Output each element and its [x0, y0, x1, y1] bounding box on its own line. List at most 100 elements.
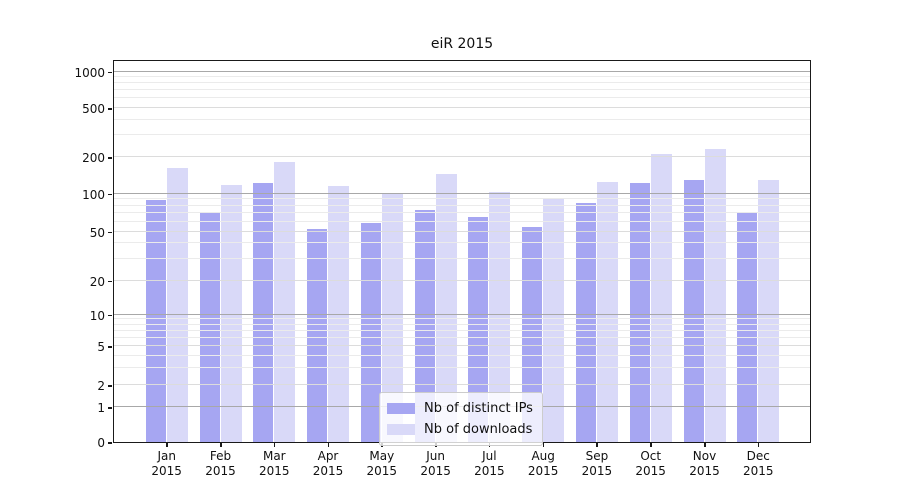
bar-downloads-may	[381, 192, 403, 442]
bar-downloads-oct	[650, 154, 672, 442]
y-tick-mark-100	[108, 193, 112, 195]
bar-distinct-ips-nov	[683, 180, 704, 442]
gridline-9	[114, 318, 810, 320]
x-tick-month: Apr	[317, 449, 339, 463]
y-tick-label-100: 100	[82, 187, 105, 202]
y-tick-mark-5	[108, 346, 112, 348]
x-tick-year: 2015	[743, 464, 774, 478]
gridline-7	[114, 329, 810, 331]
legend-item-downloads: Nb of downloads	[387, 419, 533, 440]
gridline-400	[114, 118, 810, 120]
bar-downloads-feb	[220, 184, 242, 442]
x-tick-year: 2015	[689, 464, 720, 478]
x-tick-label-jun: Jun 2015	[408, 449, 464, 479]
x-tick-mark-dec	[757, 443, 760, 447]
bar-distinct-ips-may	[360, 223, 381, 442]
x-tick-label-oct: Oct 2015	[623, 449, 679, 479]
x-tick-mark-oct	[650, 443, 652, 447]
gridline-70	[114, 212, 810, 214]
bar-distinct-ips-jul	[468, 217, 489, 442]
gridline-80	[114, 204, 810, 206]
y-tick-mark-0	[108, 442, 112, 444]
bar-downloads-jun	[435, 174, 457, 442]
gridline-5	[114, 345, 810, 346]
x-tick-month: May	[369, 449, 395, 463]
legend-label-downloads: Nb of downloads	[424, 422, 533, 437]
y-tick-mark-10	[108, 314, 112, 316]
gridline-4	[114, 354, 810, 356]
x-tick-mark-mar	[273, 443, 276, 447]
bar-distinct-ips-sep	[575, 203, 596, 442]
y-tick-label-500: 500	[82, 102, 105, 116]
x-tick-year: 2015	[366, 464, 398, 478]
y-tick-label-50: 50	[89, 225, 105, 240]
x-tick-month: Jan	[157, 449, 176, 463]
x-tick-month: Oct	[640, 449, 662, 463]
gridline-700	[114, 89, 810, 91]
x-tick-label-may: May 2015	[354, 449, 410, 479]
gridline-200	[114, 156, 810, 157]
gridline-100	[114, 192, 810, 194]
gridline-6	[114, 336, 810, 338]
x-tick-label-sep: Sep 2015	[569, 449, 625, 479]
y-tick-label-10: 10	[89, 308, 105, 323]
gridline-60	[114, 220, 810, 222]
bar-downloads-mar	[274, 162, 296, 442]
x-tick-mark-feb	[220, 443, 222, 447]
legend-item-distinct-ips: Nb of distinct IPs	[387, 398, 533, 419]
gridline-40	[114, 242, 810, 244]
y-tick-mark-2	[108, 385, 112, 387]
legend-swatch-downloads	[387, 424, 415, 435]
x-tick-year: 2015	[259, 464, 290, 478]
x-tick-month: Nov	[692, 449, 717, 463]
chart-title: eiR 2015	[430, 36, 494, 52]
x-tick-year: 2015	[205, 464, 236, 478]
y-tick-mark-50	[108, 231, 112, 233]
y-tick-label-1: 1	[97, 401, 105, 415]
gridline-50	[114, 230, 810, 232]
bar-distinct-ips-mar	[253, 183, 274, 442]
gridline-2	[114, 384, 810, 385]
x-tick-month: Feb	[209, 449, 232, 463]
bar-distinct-ips-jan	[145, 199, 166, 442]
y-tick-mark-1000	[108, 71, 112, 73]
y-tick-mark-200	[108, 157, 112, 159]
gridline-500	[114, 107, 810, 108]
gridline-3	[114, 366, 810, 368]
gridline-90	[114, 198, 810, 200]
gridline-20	[114, 279, 810, 281]
x-tick-label-jul: Jul 2015	[461, 449, 517, 479]
bar-downloads-jul	[489, 191, 511, 442]
x-tick-year: 2015	[635, 464, 666, 478]
x-tick-label-aug: Aug 2015	[515, 449, 571, 479]
bar-downloads-sep	[596, 182, 618, 442]
x-tick-label-nov: Nov 2015	[677, 449, 733, 479]
bar-distinct-ips-aug	[522, 227, 543, 442]
y-tick-label-5: 5	[97, 340, 105, 354]
bar-distinct-ips-feb	[199, 213, 220, 442]
gridline-1000	[114, 70, 810, 72]
bar-distinct-ips-dec	[737, 213, 758, 442]
y-tick-mark-500	[108, 108, 112, 110]
x-tick-label-mar: Mar 2015	[246, 449, 302, 479]
x-tick-year: 2015	[312, 464, 344, 478]
bar-downloads-dec	[758, 180, 780, 442]
x-tick-year: 2015	[527, 464, 559, 478]
x-tick-mark-aug	[542, 443, 545, 447]
gridline-30	[114, 257, 810, 259]
y-tick-label-0: 0	[97, 436, 105, 450]
legend: Nb of distinct IPs Nb of downloads	[379, 392, 543, 446]
gridline-300	[114, 134, 810, 136]
legend-label-distinct-ips: Nb of distinct IPs	[424, 401, 533, 416]
x-tick-mark-nov	[704, 443, 706, 447]
gridline-10	[114, 313, 810, 315]
x-tick-month: Jun	[426, 449, 445, 463]
y-tick-label-200: 200	[82, 151, 105, 165]
gridline-600	[114, 97, 810, 99]
x-tick-year: 2015	[581, 464, 613, 478]
x-tick-year: 2015	[474, 464, 505, 478]
x-tick-mark-sep	[596, 443, 598, 447]
plot-area	[113, 60, 811, 443]
x-tick-month: Mar	[262, 449, 286, 463]
x-tick-month: Dec	[746, 449, 770, 463]
